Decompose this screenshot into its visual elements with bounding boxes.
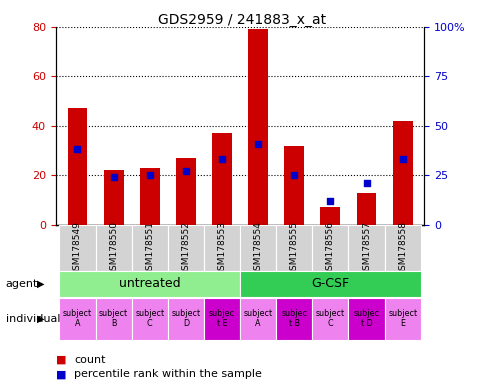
Point <box>398 156 406 162</box>
Bar <box>139 168 159 225</box>
Bar <box>104 170 123 225</box>
Point <box>146 172 153 178</box>
Point <box>326 198 333 204</box>
Point <box>218 156 226 162</box>
Bar <box>284 146 303 225</box>
Bar <box>240 271 420 297</box>
Text: GSM178554: GSM178554 <box>253 221 262 276</box>
Text: count: count <box>74 355 106 365</box>
Bar <box>59 298 95 340</box>
Text: subject
E: subject E <box>387 309 416 328</box>
Point <box>182 168 189 174</box>
Text: GSM178549: GSM178549 <box>73 221 82 276</box>
Text: individual: individual <box>6 314 60 324</box>
Bar <box>384 225 420 271</box>
Text: subject
B: subject B <box>99 309 128 328</box>
Bar <box>240 298 276 340</box>
Bar <box>131 225 167 271</box>
Bar <box>276 298 312 340</box>
Text: subjec
t E: subjec t E <box>209 309 235 328</box>
Point <box>109 174 117 180</box>
Point <box>362 180 370 186</box>
Bar <box>356 192 376 225</box>
Bar <box>59 271 240 297</box>
Point <box>74 146 81 152</box>
Bar <box>248 29 268 225</box>
Text: GSM178557: GSM178557 <box>362 221 370 276</box>
Bar <box>240 225 276 271</box>
Bar <box>320 207 340 225</box>
Text: subject
D: subject D <box>171 309 200 328</box>
Bar <box>131 298 167 340</box>
Text: GSM178552: GSM178552 <box>181 221 190 276</box>
Bar <box>67 108 87 225</box>
Bar <box>203 225 240 271</box>
Bar <box>212 133 231 225</box>
Text: GSM178556: GSM178556 <box>325 221 334 276</box>
Text: subject
A: subject A <box>63 309 92 328</box>
Text: agent: agent <box>6 279 38 289</box>
Bar <box>167 298 203 340</box>
Text: subject
C: subject C <box>315 309 344 328</box>
Text: GSM178553: GSM178553 <box>217 221 226 276</box>
Text: GDS2959 / 241883_x_at: GDS2959 / 241883_x_at <box>158 13 326 27</box>
Text: subject
A: subject A <box>243 309 272 328</box>
Text: G-CSF: G-CSF <box>311 278 349 290</box>
Text: percentile rank within the sample: percentile rank within the sample <box>74 369 261 379</box>
Text: ■: ■ <box>56 369 66 379</box>
Bar <box>392 121 412 225</box>
Text: GSM178558: GSM178558 <box>397 221 407 276</box>
Text: subjec
t B: subjec t B <box>281 309 307 328</box>
Text: GSM178551: GSM178551 <box>145 221 154 276</box>
Bar <box>176 158 196 225</box>
Bar <box>312 225 348 271</box>
Bar <box>312 298 348 340</box>
Text: ▶: ▶ <box>36 279 44 289</box>
Text: ■: ■ <box>56 355 66 365</box>
Point <box>290 172 298 178</box>
Point <box>254 141 261 147</box>
Text: untreated: untreated <box>119 278 180 290</box>
Bar <box>95 225 131 271</box>
Bar <box>276 225 312 271</box>
Bar <box>384 298 420 340</box>
Text: ▶: ▶ <box>36 314 44 324</box>
Bar <box>167 225 203 271</box>
Text: GSM178550: GSM178550 <box>109 221 118 276</box>
Bar <box>203 298 240 340</box>
Text: subjec
t D: subjec t D <box>353 309 379 328</box>
Bar <box>348 298 384 340</box>
Bar <box>95 298 131 340</box>
Bar <box>348 225 384 271</box>
Text: GSM178555: GSM178555 <box>289 221 298 276</box>
Bar <box>59 225 95 271</box>
Text: subject
C: subject C <box>135 309 164 328</box>
